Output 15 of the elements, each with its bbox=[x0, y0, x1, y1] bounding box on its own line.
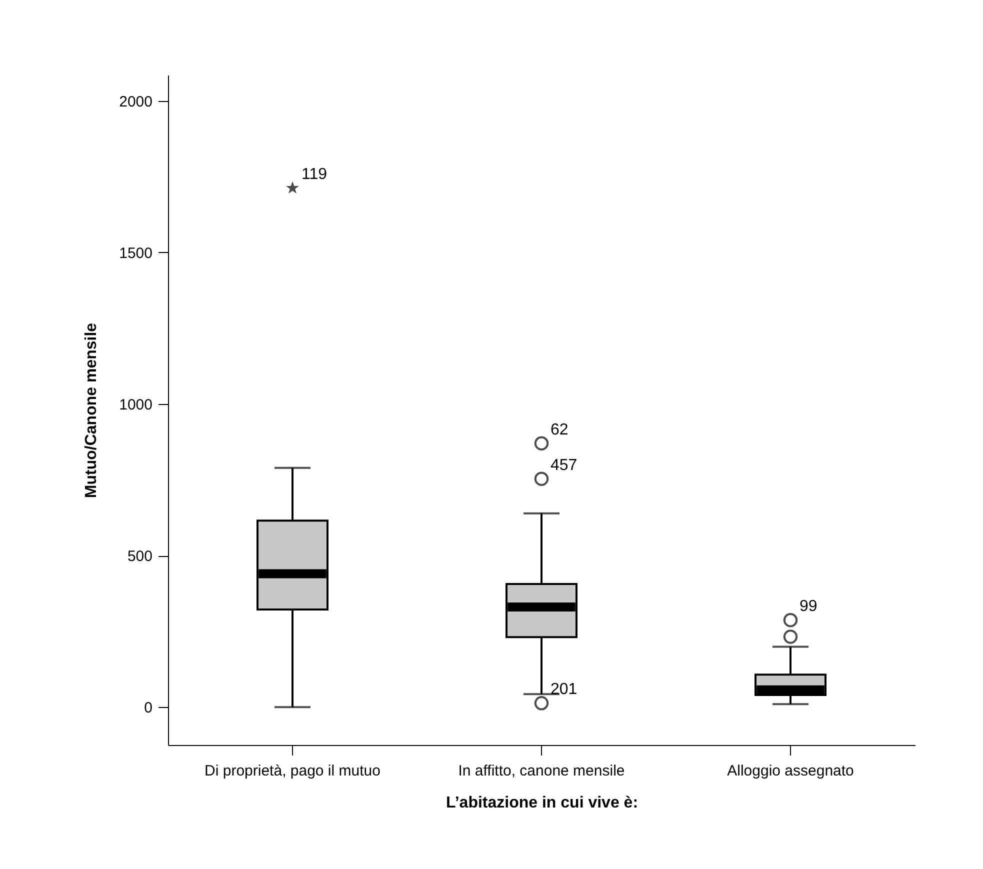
x-tick-label: Alloggio assegnato bbox=[727, 762, 854, 780]
annotation: 201 bbox=[550, 681, 578, 698]
y-tick-label: 1000 bbox=[119, 396, 152, 414]
y-tick-label: 2000 bbox=[119, 93, 152, 110]
x-tick-label: Di proprietà, pago il mutuo bbox=[204, 762, 380, 780]
x-tick-label: In affitto, canone mensile bbox=[458, 762, 625, 780]
annotation: 62 bbox=[550, 421, 568, 438]
x-axis-title: L’abitazione in cui vive è: bbox=[446, 794, 638, 812]
annotation: 99 bbox=[800, 598, 818, 616]
annotation: 457 bbox=[550, 456, 578, 474]
y-axis-title: Mutuo/Canone mensile bbox=[83, 322, 100, 498]
y-tick-label: 0 bbox=[144, 700, 152, 717]
y-tick-label: 1500 bbox=[119, 244, 152, 262]
annotation: 119 bbox=[302, 166, 328, 184]
y-tick-label: 500 bbox=[127, 548, 152, 566]
